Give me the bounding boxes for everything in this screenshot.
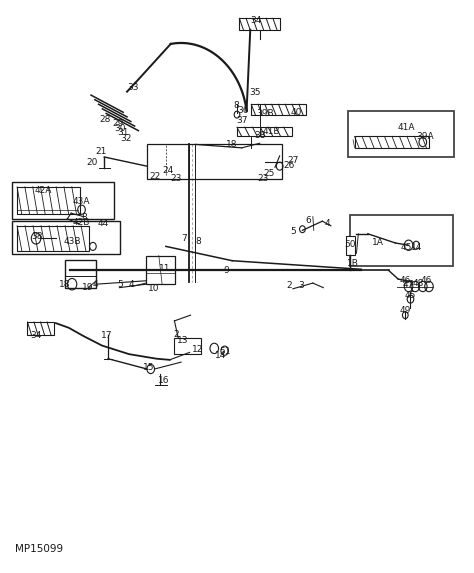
Text: 30: 30 <box>115 124 126 133</box>
Text: 32: 32 <box>120 134 132 143</box>
Text: 35: 35 <box>249 88 261 97</box>
Bar <box>350 215 453 266</box>
Text: 21: 21 <box>96 147 107 156</box>
Text: 14: 14 <box>410 243 422 252</box>
Bar <box>12 221 120 254</box>
Text: 41B: 41B <box>263 127 280 136</box>
Bar <box>147 144 282 179</box>
Bar <box>239 18 280 30</box>
Text: 37: 37 <box>236 116 247 125</box>
Text: 11: 11 <box>159 264 171 273</box>
Text: 49: 49 <box>400 306 411 315</box>
Text: 51: 51 <box>219 347 230 356</box>
Bar <box>146 256 175 284</box>
Text: 17: 17 <box>101 331 113 340</box>
Bar <box>12 182 114 219</box>
Text: 3: 3 <box>299 281 304 290</box>
Bar <box>346 236 355 255</box>
Text: 1B: 1B <box>346 259 359 268</box>
Text: 29: 29 <box>112 119 123 128</box>
Text: 4: 4 <box>93 280 99 289</box>
Text: 24: 24 <box>162 166 173 175</box>
Text: 22: 22 <box>150 172 161 181</box>
Text: 5: 5 <box>290 227 296 236</box>
Text: 23: 23 <box>171 174 182 183</box>
Text: 25: 25 <box>264 168 275 178</box>
Text: 8: 8 <box>195 237 201 246</box>
Text: 2: 2 <box>287 281 292 290</box>
Text: 19: 19 <box>82 283 94 292</box>
Text: 23: 23 <box>257 174 268 183</box>
Text: 26: 26 <box>283 160 295 170</box>
Text: 10: 10 <box>148 284 159 293</box>
Text: 47: 47 <box>403 280 414 289</box>
Text: 4: 4 <box>129 280 135 289</box>
Text: 34: 34 <box>30 331 42 340</box>
Text: 41A: 41A <box>398 123 415 132</box>
Text: 39A: 39A <box>416 132 434 141</box>
Text: 1A: 1A <box>372 238 384 248</box>
Text: 46: 46 <box>421 276 432 285</box>
Text: 18: 18 <box>226 140 237 149</box>
Bar <box>65 260 96 288</box>
Text: 36: 36 <box>237 105 248 115</box>
Text: 44: 44 <box>98 219 109 228</box>
Text: 50: 50 <box>344 240 356 249</box>
Bar <box>355 136 429 148</box>
Text: 33: 33 <box>127 83 138 92</box>
Bar <box>237 127 292 136</box>
Text: 20: 20 <box>86 158 98 167</box>
Text: 2: 2 <box>173 330 179 339</box>
Text: 31: 31 <box>118 128 129 138</box>
Text: 27: 27 <box>287 156 299 165</box>
Text: 43B: 43B <box>64 237 81 246</box>
Text: 7: 7 <box>181 234 187 243</box>
Text: 42B: 42B <box>73 218 90 227</box>
Bar <box>251 104 306 115</box>
Text: 42A: 42A <box>35 186 52 195</box>
Text: MP15099: MP15099 <box>15 544 63 554</box>
Text: 43A: 43A <box>73 197 90 206</box>
Text: 5: 5 <box>117 280 123 289</box>
Text: 14: 14 <box>215 351 227 360</box>
Text: 18: 18 <box>59 280 70 289</box>
Text: 9: 9 <box>224 266 229 275</box>
Bar <box>174 338 201 354</box>
Text: 46: 46 <box>400 276 411 285</box>
Text: 13: 13 <box>177 336 189 345</box>
Text: 15: 15 <box>143 363 155 372</box>
Text: 38: 38 <box>254 131 265 140</box>
Text: 8: 8 <box>233 101 239 110</box>
Text: 16: 16 <box>158 376 170 385</box>
Bar <box>348 111 454 157</box>
Text: 8: 8 <box>82 213 87 222</box>
Text: 38: 38 <box>31 231 43 241</box>
Text: 45: 45 <box>405 291 416 300</box>
Text: 39B: 39B <box>256 109 274 118</box>
Text: 4: 4 <box>324 219 330 228</box>
Text: 40: 40 <box>290 108 301 117</box>
Text: 6: 6 <box>305 215 311 225</box>
Text: 45: 45 <box>401 243 412 252</box>
Text: 28: 28 <box>100 115 111 124</box>
Bar <box>17 187 80 214</box>
Bar <box>27 322 54 335</box>
Bar <box>17 226 89 251</box>
Text: 12: 12 <box>192 345 204 354</box>
Text: 34: 34 <box>250 15 262 25</box>
Text: 48: 48 <box>412 278 424 288</box>
